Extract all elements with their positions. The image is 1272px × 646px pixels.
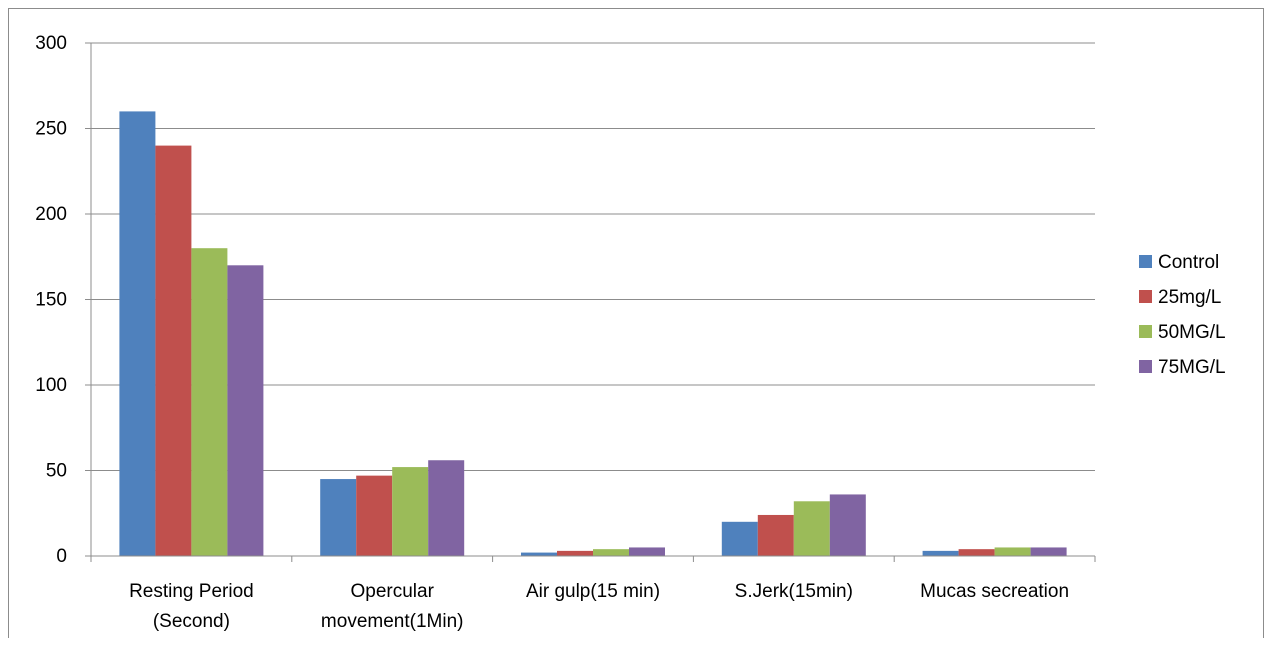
bar — [392, 467, 429, 556]
x-category-label: Opercular movement(1Min) — [321, 581, 464, 632]
bar — [191, 248, 228, 556]
bar — [428, 460, 465, 556]
bar — [829, 494, 866, 556]
legend: Control 25mg/L 50MG/L 75MG/L — [1139, 252, 1226, 378]
bar — [757, 514, 794, 556]
bar — [557, 550, 593, 556]
axes: 0 50 100 150 200 250 300 Resting Period (Second)… — [35, 33, 1096, 632]
bar — [994, 547, 1031, 556]
bar — [629, 547, 665, 556]
y-tick-label: 100 — [35, 375, 67, 396]
legend-label: Control — [1158, 252, 1219, 273]
legend-swatch — [1139, 290, 1152, 303]
bar — [356, 475, 393, 556]
bar — [521, 552, 557, 556]
y-tick-label: 0 — [56, 546, 67, 567]
x-category-label: Resting Period (Second) — [129, 581, 254, 632]
x-category-label: Mucas secreation — [920, 581, 1069, 602]
bar — [227, 265, 264, 556]
y-tick-label: 200 — [35, 204, 67, 225]
bar — [119, 111, 156, 557]
bar — [721, 521, 758, 556]
legend-swatch — [1139, 360, 1152, 373]
legend-swatch — [1139, 255, 1152, 268]
legend-swatch — [1139, 325, 1152, 338]
x-category-label: S.Jerk(15min) — [735, 581, 853, 602]
bars — [119, 111, 1067, 557]
legend-label: 25mg/L — [1158, 287, 1221, 308]
y-tick-label: 250 — [35, 119, 67, 140]
bar — [1030, 547, 1067, 556]
bar — [958, 549, 995, 556]
legend-label: 75MG/L — [1158, 357, 1226, 378]
bar — [793, 501, 830, 556]
bar — [593, 549, 629, 556]
bar — [320, 479, 357, 556]
x-category-label: Air gulp(15 min) — [526, 581, 660, 602]
y-tick-label: 300 — [35, 33, 67, 54]
y-tick-label: 50 — [46, 461, 67, 482]
y-tick-label: 150 — [35, 290, 67, 311]
bar — [922, 550, 959, 556]
bar — [155, 145, 192, 556]
legend-label: 50MG/L — [1158, 322, 1226, 343]
